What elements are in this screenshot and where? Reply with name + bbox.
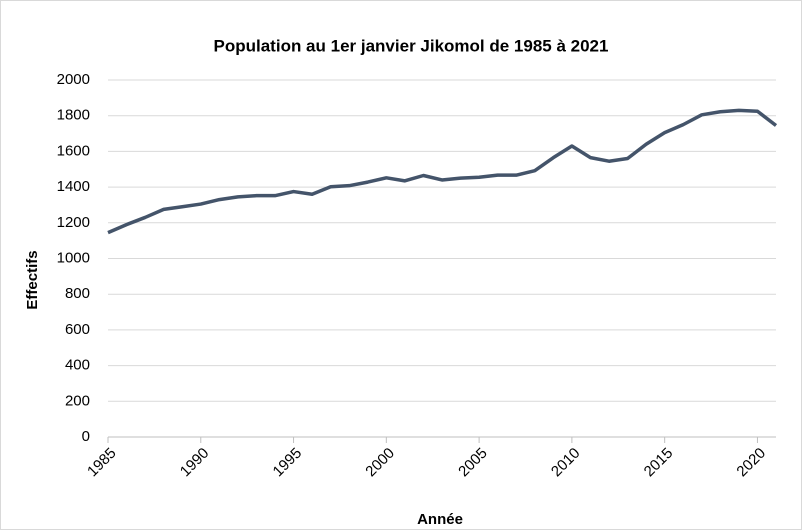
y-tick-label: 1800 [57,107,90,124]
y-tick-label: 1400 [57,178,90,195]
chart-title: Population au 1er janvier Jikomol de 198… [214,36,609,55]
y-tick-label: 800 [65,285,90,302]
y-tick-label: 600 [65,321,90,338]
y-tick-label: 1600 [57,142,90,159]
y-tick-label: 200 [65,392,90,409]
y-tick-label: 2000 [57,71,90,88]
y-axis-label: Effectifs [24,250,41,309]
y-tick-label: 1000 [57,249,90,266]
y-tick-label: 400 [65,357,90,374]
y-tick-label: 1200 [57,214,90,231]
data-line [107,108,778,235]
x-axis-label: Année [417,511,463,528]
y-tick-label: 0 [82,428,90,445]
